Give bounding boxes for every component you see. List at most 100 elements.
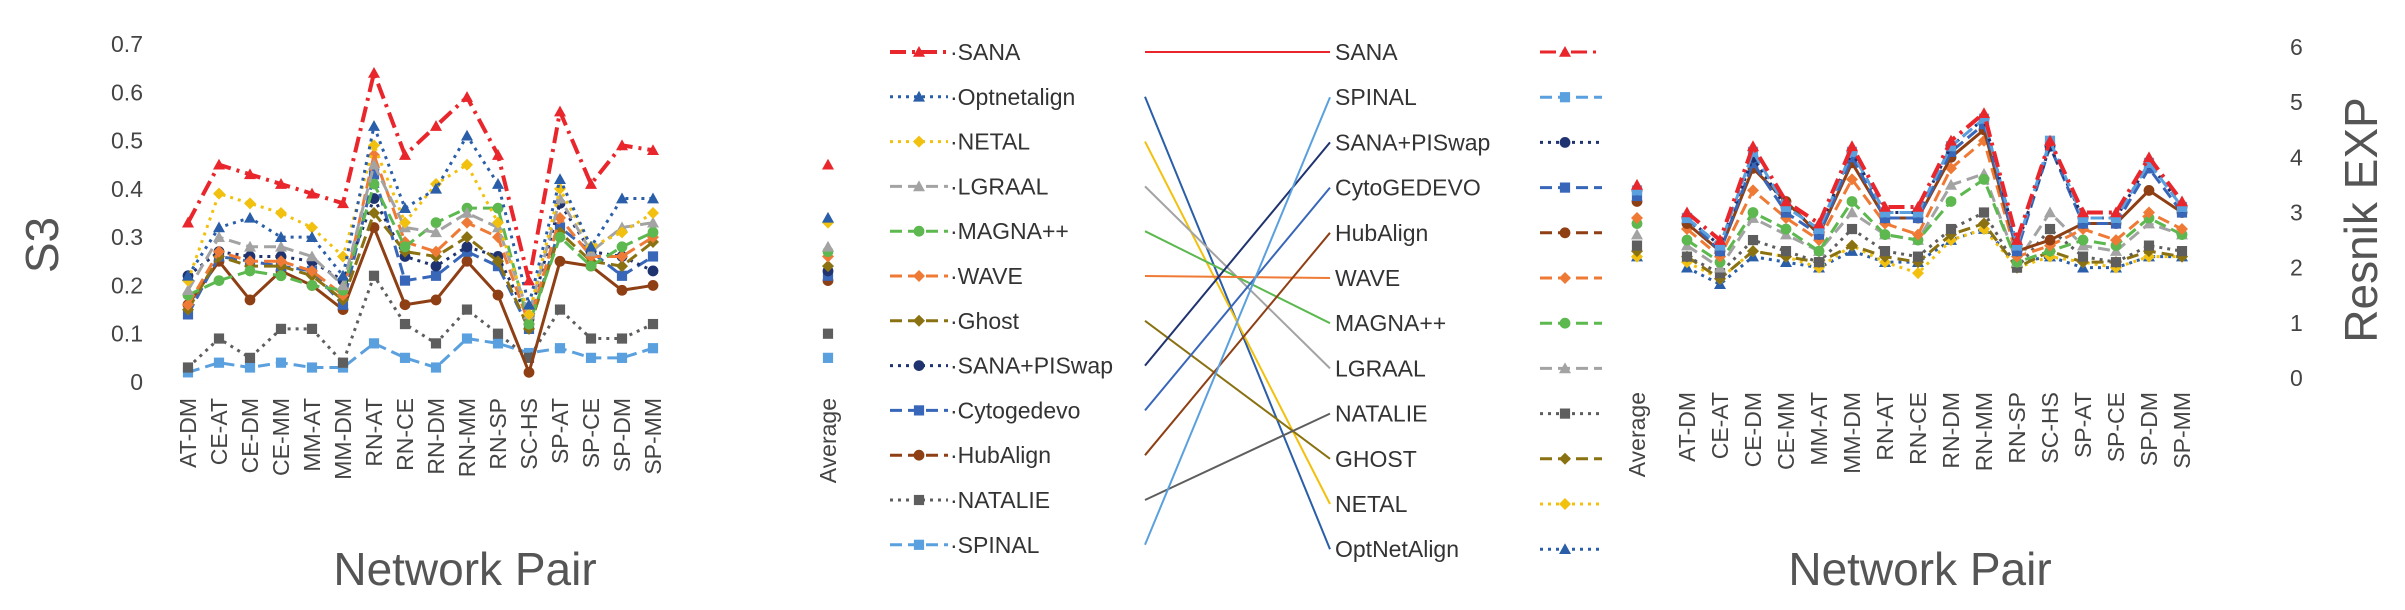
s3-point-sana bbox=[554, 105, 566, 117]
resnik-point-spinal bbox=[2176, 201, 2188, 213]
s3-point-optnetalign bbox=[213, 221, 225, 233]
s3-point-natalie bbox=[213, 333, 225, 344]
legend-left-item-lgraal: ·LGRAAL bbox=[890, 173, 1049, 199]
resnik-point-natalie bbox=[2143, 240, 2155, 251]
s3-point-ghost bbox=[368, 207, 380, 219]
s3-point-magna bbox=[306, 280, 318, 291]
s3-point-optnetalign bbox=[430, 182, 442, 194]
resnik-line-spinal bbox=[1686, 117, 2184, 248]
s3-point-lgraal bbox=[554, 192, 566, 204]
resnik-point-wave bbox=[2176, 223, 2188, 236]
resnik-point-magna bbox=[2077, 234, 2089, 246]
resnik-series-ghost bbox=[1631, 217, 2188, 285]
resnik-point-cytogedevo bbox=[1945, 146, 1957, 157]
s3-point-hubalign bbox=[647, 280, 659, 291]
s3-x-tick-label: RN-SP bbox=[485, 398, 511, 470]
s3-line-lgraal bbox=[186, 163, 654, 316]
s3-point-spinal bbox=[399, 352, 411, 363]
s3-point-spinal bbox=[461, 333, 473, 344]
resnik-point-wave bbox=[1912, 228, 1924, 241]
resnik-x-tick-label: MM-AT bbox=[1806, 392, 1832, 466]
s3-series-magna bbox=[182, 178, 834, 330]
resnik-point-natalie bbox=[2176, 246, 2188, 257]
resnik-x-axis-title: Network Pair bbox=[1788, 543, 2051, 595]
resnik-series-wave bbox=[1631, 134, 2188, 263]
s3-line-cytogedevo bbox=[186, 172, 654, 331]
resnik-point-ghost bbox=[1846, 239, 1858, 252]
s3-point-sana bbox=[616, 139, 628, 151]
s3-y-tick-label: 0.5 bbox=[111, 128, 143, 154]
s3-point-lgraal bbox=[337, 279, 349, 291]
s3-point-natalie bbox=[616, 333, 628, 344]
legend-right-marker bbox=[1559, 317, 1571, 329]
s3-x-tick-label: RN-CE bbox=[392, 398, 418, 471]
s3-point-wave bbox=[585, 250, 597, 263]
s3-x-tick-label: RN-DM bbox=[423, 398, 449, 475]
s3-point-sana bbox=[492, 149, 504, 160]
s3-point-natalie bbox=[306, 323, 318, 334]
legend-left-item-magna: ·MAGNA++ bbox=[890, 218, 1069, 244]
resnik-point-sana bbox=[2176, 195, 2188, 207]
resnik-point-natalie bbox=[1813, 257, 1825, 268]
s3-point-cytogedevo bbox=[368, 169, 380, 180]
legend-right-label: GHOST bbox=[1335, 446, 1417, 472]
resnik-y-axis-title: Resnik EXP bbox=[2335, 97, 2387, 342]
legend-right-marker bbox=[1559, 182, 1571, 193]
legend-left-marker bbox=[913, 225, 925, 237]
s3-point-hubalign bbox=[430, 294, 442, 306]
s3-point-spinal bbox=[306, 362, 318, 373]
resnik-point-magna bbox=[1813, 245, 1825, 257]
s3-point-cytogedevo bbox=[616, 270, 628, 281]
s3-point-lgraal bbox=[430, 226, 442, 238]
resnik-x-tick-label: SP-CE bbox=[2103, 392, 2129, 462]
s3-point-natalie bbox=[430, 338, 442, 349]
resnik-x-tick-label: SC-HS bbox=[2037, 392, 2063, 464]
legend-right-marker bbox=[1559, 362, 1571, 374]
resnik-point-wave bbox=[1846, 173, 1858, 186]
legend-right: SANA SPINAL SANA+PISwap CytoGEDEVO HubAlign W… bbox=[1335, 39, 1602, 562]
legend-right-label: SPINAL bbox=[1335, 84, 1417, 110]
s3-point-lgraal bbox=[368, 158, 380, 170]
legend-left-marker bbox=[913, 90, 925, 102]
resnik-point-hubalign bbox=[2143, 185, 2155, 196]
s3-series-natalie bbox=[182, 270, 834, 373]
s3-point-natalie bbox=[337, 357, 349, 368]
s3-x-tick-label: Average bbox=[815, 398, 841, 483]
legend-right-marker bbox=[1559, 272, 1571, 284]
s3-point-spinal bbox=[585, 352, 597, 363]
resnik-line-lgraal bbox=[1686, 172, 2183, 270]
resnik-point-magna bbox=[1747, 207, 1759, 218]
s3-line-hubalign bbox=[186, 225, 654, 374]
resnik-point-sana bbox=[1978, 107, 1990, 118]
legend-left-item-netal: ·NETAL bbox=[890, 129, 1030, 155]
resnik-x-tick-label: RN-MM bbox=[1971, 392, 1997, 471]
legend-left: ·SANA ·Optnetalign ·NETAL ·LGRAAL ·MAGNA++ ·W… bbox=[890, 39, 1113, 558]
resnik-y-tick-label: 3 bbox=[2290, 200, 2303, 226]
resnik-series bbox=[1631, 107, 2188, 290]
s3-point-netal bbox=[275, 207, 287, 219]
s3-point-sana bbox=[647, 144, 659, 156]
legend-right-label: OptNetAlign bbox=[1335, 536, 1459, 562]
s3-point-magna bbox=[368, 178, 380, 190]
resnik-y-tick-label: 6 bbox=[2290, 34, 2303, 60]
resnik-point-spinal bbox=[1879, 207, 1891, 218]
s3-point-lgraal bbox=[244, 240, 256, 252]
s3-point-magna bbox=[554, 231, 566, 243]
legend-left-marker bbox=[913, 180, 925, 192]
s3-point-wave bbox=[306, 264, 318, 277]
s3-point-hubalign bbox=[616, 284, 628, 296]
resnik-y-tick-label: 2 bbox=[2290, 255, 2303, 281]
s3-point-sana bbox=[461, 91, 473, 102]
resnik-point-sana bbox=[2110, 206, 2122, 218]
s3-point-magna bbox=[523, 318, 535, 330]
s3-line-natalie bbox=[186, 274, 654, 369]
s3-point-netal bbox=[492, 216, 504, 229]
legend-left-item-ghost: ·Ghost bbox=[890, 308, 1020, 334]
legend-right-label: SANA+PISwap bbox=[1335, 129, 1490, 155]
s3-point-hubalign bbox=[244, 294, 256, 306]
s3-x-tick-label: AT-DM bbox=[175, 398, 201, 468]
resnik-y-tick-label: 4 bbox=[2290, 144, 2303, 170]
s3-y-tick-label: 0.1 bbox=[111, 321, 143, 347]
resnik-x-tick-label: RN-DM bbox=[1938, 392, 1964, 469]
